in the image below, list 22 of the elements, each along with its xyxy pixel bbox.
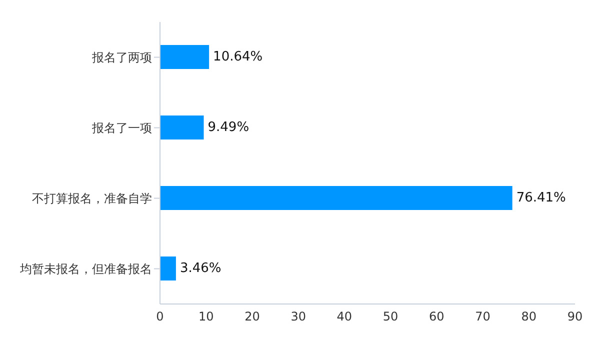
y-tick-label: 不打算报名，准备自学 — [32, 192, 152, 206]
x-tick-label: 70 — [475, 310, 490, 324]
x-tick-label: 30 — [290, 310, 306, 324]
x-tick-label: 0 — [156, 310, 164, 324]
bar — [160, 45, 210, 69]
bar — [160, 116, 204, 140]
data-label: 76.41% — [516, 190, 566, 206]
x-tick-label: 50 — [382, 310, 398, 324]
bar — [160, 186, 512, 210]
x-tick-label: 20 — [244, 310, 260, 324]
data-label: 10.64% — [213, 50, 263, 64]
x-tick-label: 60 — [429, 310, 444, 324]
data-label: 9.49% — [208, 120, 250, 135]
y-tick-label: 报名了两项 — [91, 50, 152, 65]
x-tick-label: 80 — [521, 310, 537, 324]
x-tick-label: 90 — [567, 310, 583, 324]
data-label: 3.46% — [180, 261, 222, 276]
x-tick-label: 40 — [336, 310, 352, 324]
y-tick-label: 报名了一项 — [91, 121, 152, 136]
bar — [160, 256, 176, 280]
x-tick-label: 10 — [198, 310, 214, 324]
y-tick-label: 均暂未报名，但准备报名 — [19, 262, 152, 276]
